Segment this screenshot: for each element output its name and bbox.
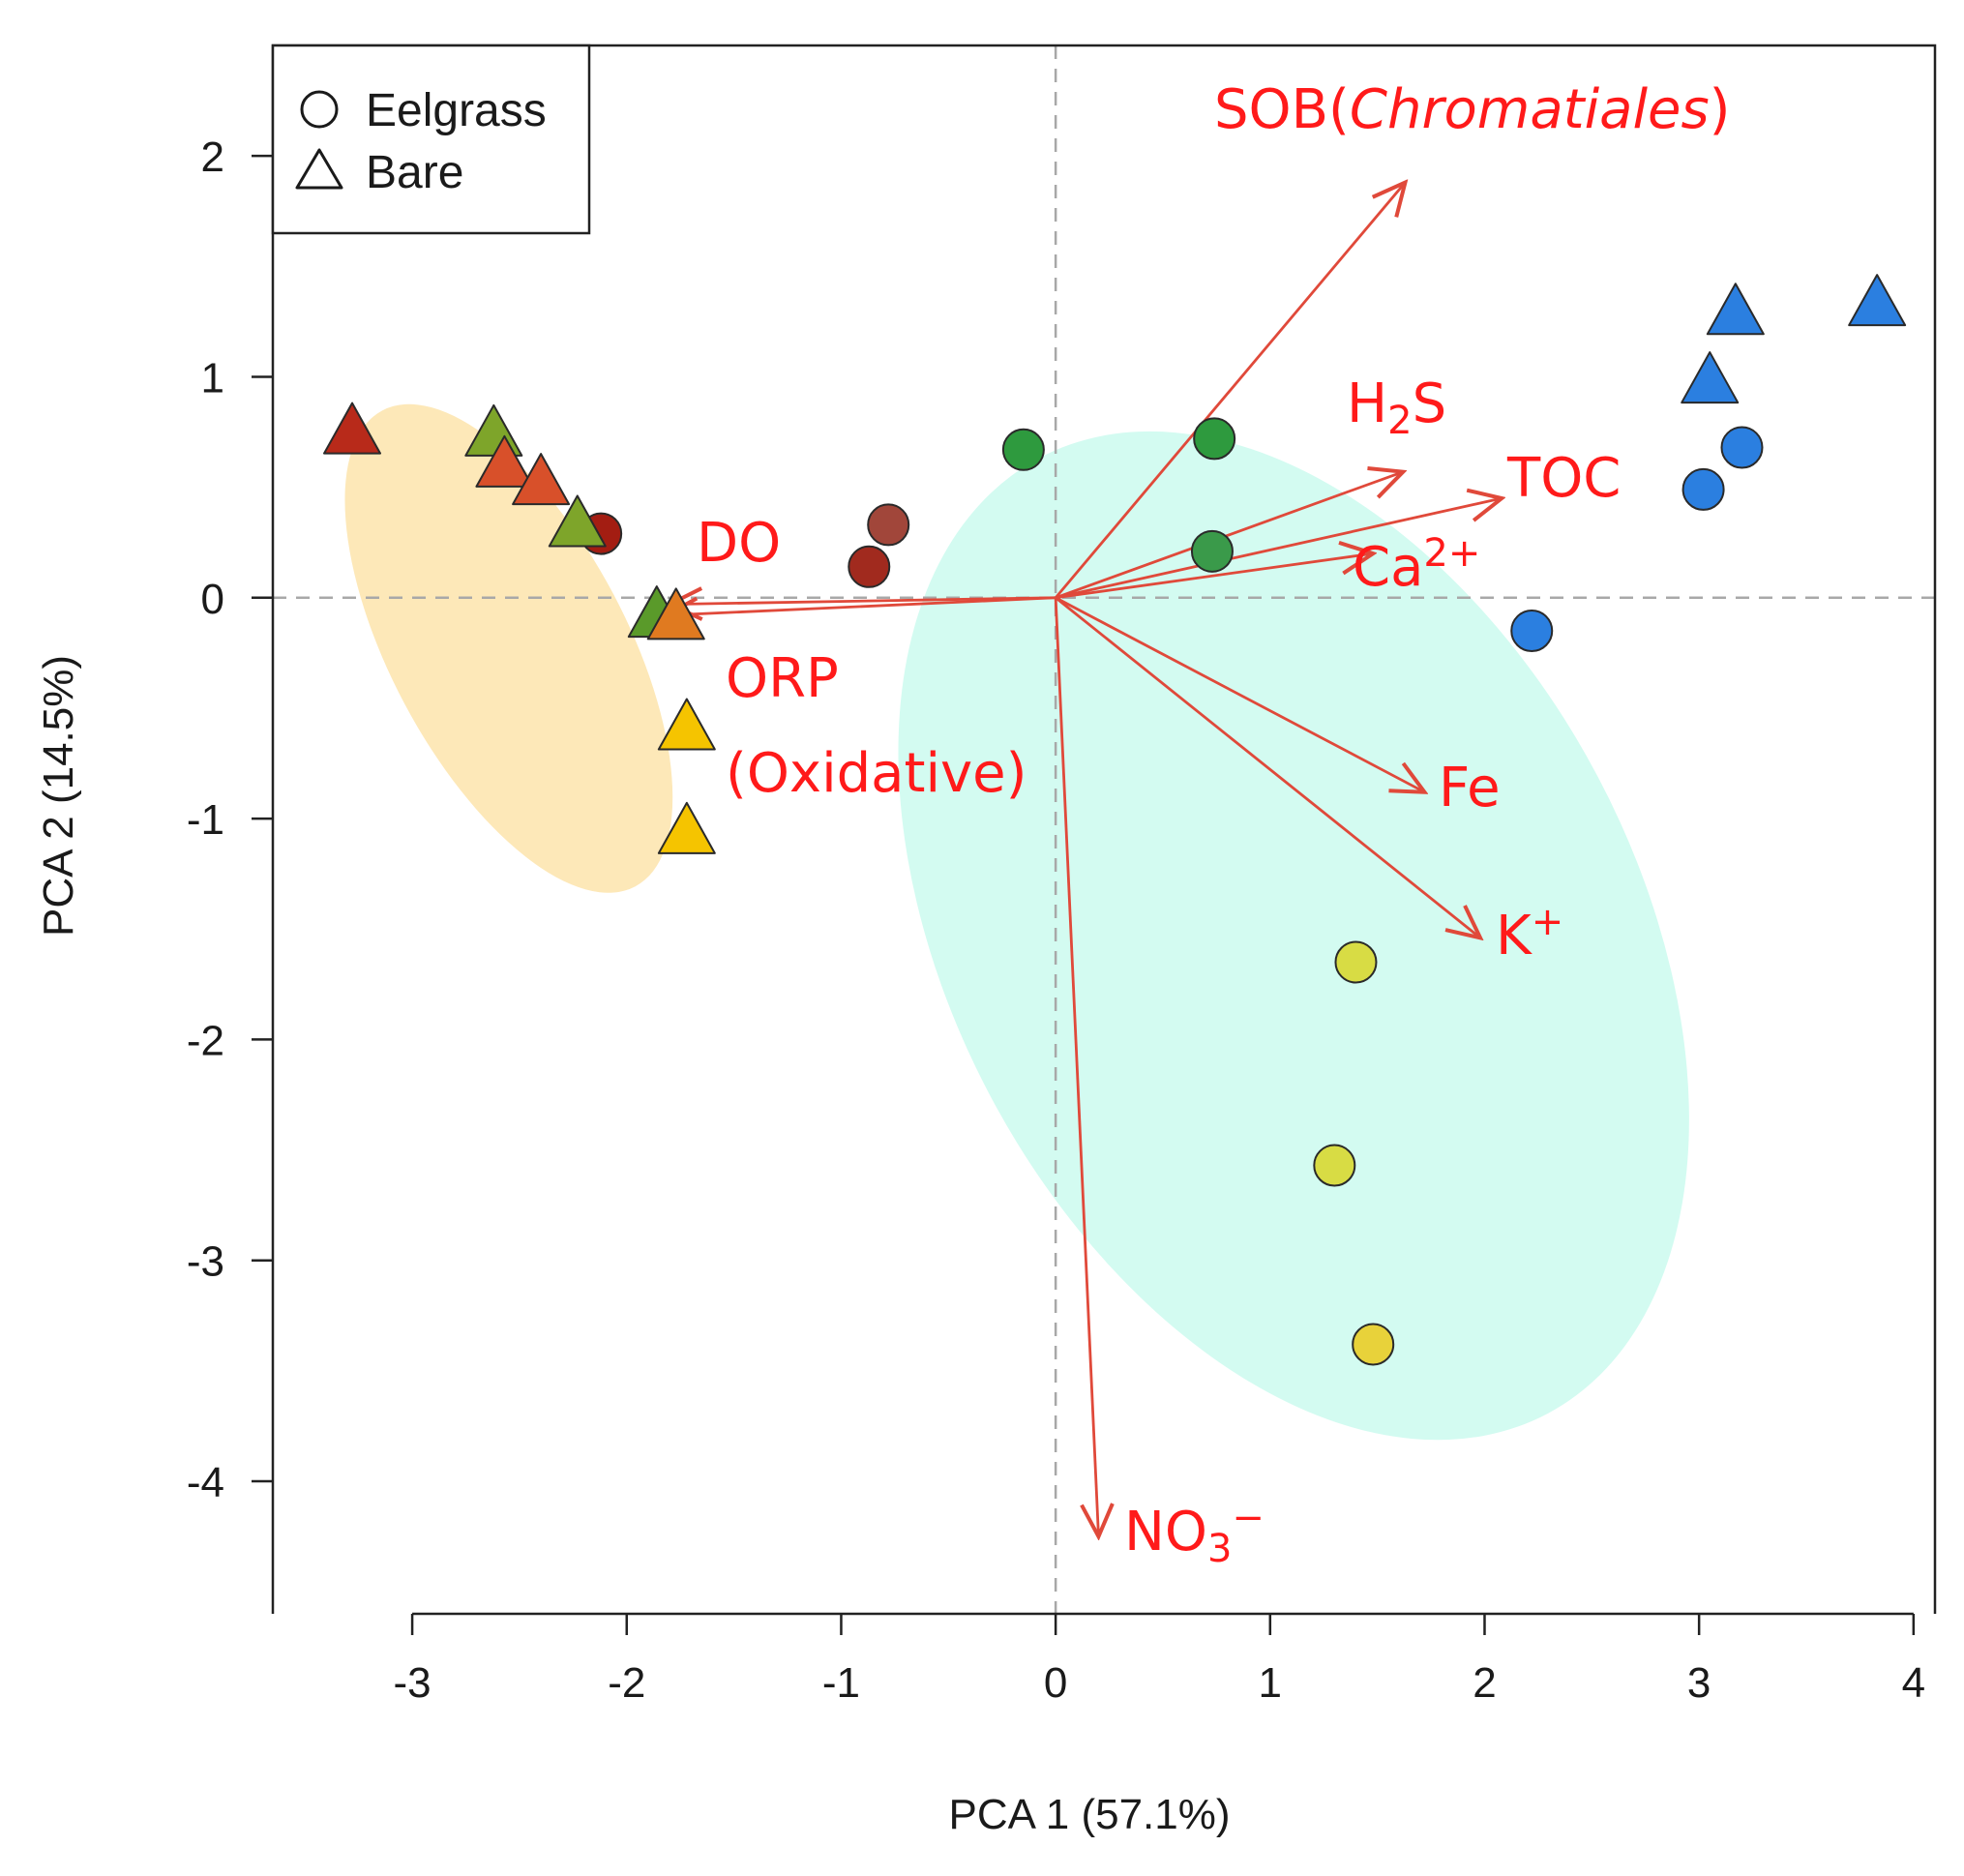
x-tick-label: 4 [1902, 1659, 1925, 1707]
plot-frame-top-and-sides [271, 44, 1937, 1614]
confidence-ellipses [344, 403, 1689, 1441]
vector-label-part: ) [1710, 78, 1731, 141]
data-point-eelgrass [1001, 428, 1045, 471]
vector-label-k: K+ [1496, 900, 1563, 968]
vector-label-part: NO [1124, 1501, 1207, 1563]
data-point-bare [1681, 351, 1740, 404]
x-tick-label: 0 [1044, 1659, 1067, 1707]
data-point-eelgrass [867, 503, 910, 547]
plot-frame [271, 44, 1937, 1614]
legend-triangle-icon [295, 148, 343, 190]
ellipse-eelgrass-cluster [898, 431, 1689, 1441]
vector-label-part: K [1496, 905, 1533, 968]
x-tick-label: -2 [608, 1659, 645, 1707]
vector-label-part: Fe [1439, 757, 1501, 819]
x-tick-label: -1 [822, 1659, 860, 1707]
vector-label-part: TOC [1506, 447, 1621, 510]
legend-label-eelgrass: Eelgrass [366, 85, 547, 136]
vector-label-part: + [1532, 900, 1564, 944]
vector-label-part: SOB( [1214, 78, 1350, 141]
vector-label-fe: Fe [1439, 757, 1501, 819]
vector-k [1055, 596, 1480, 938]
data-point-eelgrass [1313, 1144, 1356, 1187]
data-point-bare [657, 698, 716, 751]
data-point-bare [1848, 274, 1907, 327]
y-tick-label: -2 [187, 1017, 224, 1064]
vector-label-part: 2+ [1423, 531, 1480, 576]
vector-label-do: DO [697, 512, 781, 575]
vector-label-part: H [1347, 372, 1387, 435]
data-point-bare [657, 801, 716, 854]
y-tick-label: 0 [201, 576, 224, 623]
data-point-eelgrass [848, 545, 891, 588]
y-tick-label: -3 [187, 1238, 224, 1286]
vector-label-h2s: H2S [1347, 372, 1446, 443]
data-point-bare [1706, 283, 1765, 336]
ellipse-bare-cluster [344, 403, 673, 893]
data-point-eelgrass [1510, 610, 1554, 653]
data-point-eelgrass [1190, 529, 1234, 573]
vector-label-part: 2 [1387, 399, 1412, 443]
y-tick-label: -1 [187, 796, 224, 844]
vector-ca2 [1055, 553, 1373, 600]
vector-label-part: Ca [1353, 536, 1423, 599]
data-point-bare [475, 434, 534, 488]
legend-circle-icon [300, 90, 339, 129]
y-tick-label: 2 [201, 134, 224, 181]
y-tick-label: -4 [187, 1459, 224, 1506]
vector-label-part: − [1232, 1496, 1265, 1540]
vector-h2s [1055, 472, 1403, 600]
x-tick-label: 2 [1473, 1659, 1496, 1707]
x-tick-label: -3 [394, 1659, 431, 1707]
vector-label-part: (Oxidative) [726, 742, 1027, 805]
vector-label-part: S [1413, 372, 1447, 435]
vector-label-part: Chromatiales [1350, 78, 1710, 141]
vector-label-orp2: (Oxidative) [726, 742, 1027, 805]
data-point-eelgrass [1681, 467, 1725, 511]
legend: Eelgrass Bare [271, 44, 591, 235]
legend-box [271, 44, 591, 235]
data-point-bare [512, 453, 571, 506]
x-tick-label: 3 [1687, 1659, 1711, 1707]
data-point-eelgrass [1720, 426, 1764, 469]
data-point-eelgrass [1193, 417, 1236, 461]
y-tick-label: 1 [201, 354, 224, 402]
vector-no3 [1054, 597, 1098, 1536]
vector-sob-chromatiales [1055, 183, 1405, 599]
data-point-bare [548, 494, 607, 548]
vector-do [670, 598, 1056, 605]
data-point-bare [646, 587, 705, 640]
x-tick-label: 1 [1259, 1659, 1282, 1707]
vector-label-toc: TOC [1506, 447, 1621, 510]
vector-orp-oxidative [666, 596, 1056, 615]
reference-lines [273, 45, 1935, 1614]
loading-vectors [666, 183, 1503, 1537]
vector-label-part: DO [697, 512, 781, 575]
vector-labels: SOB(Chromatiales)H2STOCCa2+FeK+NO3−DOORP… [697, 78, 1731, 1571]
x-axis-title: PCA 1 (57.1%) [948, 1791, 1230, 1838]
vector-label-orp1: ORP [726, 647, 839, 710]
data-point-bare [323, 402, 382, 455]
data-point-eelgrass [1334, 940, 1378, 984]
vector-label-part: 3 [1207, 1527, 1232, 1571]
legend-label-bare: Bare [366, 147, 463, 198]
sample-points [323, 274, 1907, 1366]
vector-toc [1055, 498, 1502, 600]
y-axis-title: PCA 2 (14.5%) [35, 655, 82, 937]
vector-label-part: ORP [726, 647, 839, 710]
vector-fe [1055, 596, 1424, 792]
vector-label-sob: SOB(Chromatiales) [1214, 78, 1731, 141]
vector-label-ca: Ca2+ [1353, 531, 1480, 599]
data-point-eelgrass [1352, 1323, 1395, 1366]
vector-label-no3: NO3− [1124, 1496, 1265, 1571]
axes: -3 -2 -1 0 1 2 3 4 -4 -3 -2 -1 0 1 2 PCA 1 (57.1%) PCA 2… [35, 134, 1925, 1838]
